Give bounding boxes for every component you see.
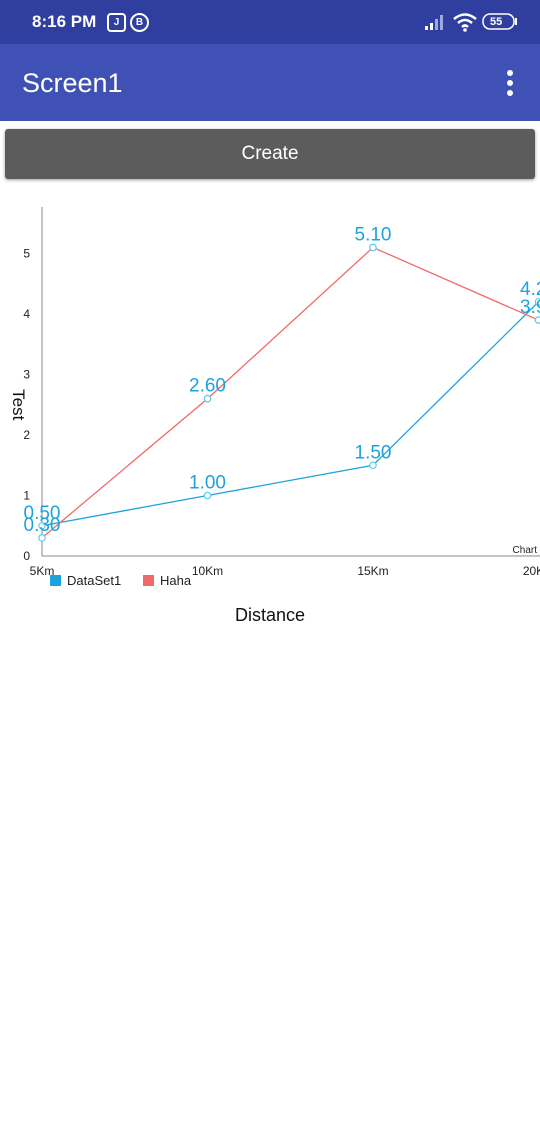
series-line-dataset1 xyxy=(41,301,539,527)
battery-icon xyxy=(482,13,517,30)
y-tick-label: 0 xyxy=(23,549,30,563)
chart-description: Chart xyxy=(513,545,538,556)
data-label: 4.20 xyxy=(520,279,540,300)
series-line-haha xyxy=(41,246,539,539)
wifi-icon xyxy=(453,13,477,32)
data-label: 3.90 xyxy=(520,297,540,318)
battery-level: 55 xyxy=(490,16,503,28)
status-bar: 8:16 PM J B 55 xyxy=(0,0,540,44)
data-point xyxy=(38,534,46,542)
data-label: 2.60 xyxy=(189,376,226,397)
data-point xyxy=(38,521,46,530)
signal-icon xyxy=(425,15,443,30)
status-time: 8:16 PM xyxy=(32,12,97,31)
legend-swatch xyxy=(143,575,154,586)
app-title: Screen1 xyxy=(22,68,123,98)
data-point xyxy=(534,316,540,324)
data-label: 5.10 xyxy=(355,224,392,245)
app-bar: Screen1 xyxy=(0,44,540,121)
line-chart: 0 1 2 3 4 5 5Km 10Km 15Km 20Km 0.50 1.00 1.50 4.20 0.3… xyxy=(9,207,540,625)
overflow-menu-icon[interactable] xyxy=(500,70,520,100)
y-tick-label: 3 xyxy=(23,368,30,382)
data-label: 1.50 xyxy=(355,442,392,463)
y-axis-title: Test xyxy=(9,389,28,420)
legend-label: DataSet1 xyxy=(67,573,121,588)
data-label: 1.00 xyxy=(189,473,226,494)
data-point xyxy=(203,491,212,500)
x-tick-label: 10Km xyxy=(192,564,223,578)
data-point xyxy=(203,394,212,403)
create-button[interactable]: Create xyxy=(5,129,535,179)
data-label: 0.30 xyxy=(24,515,61,536)
data-point xyxy=(369,461,377,470)
data-label: 0.50 xyxy=(24,503,61,524)
y-tick-label: 1 xyxy=(23,489,30,503)
legend-label: Haha xyxy=(160,573,192,588)
x-tick-label: 20Km xyxy=(523,564,540,578)
notification-app-icon: J xyxy=(107,13,126,32)
x-tick-label: 15Km xyxy=(357,564,388,578)
y-tick-label: 5 xyxy=(23,247,30,261)
data-point xyxy=(369,243,377,252)
y-tick-label: 4 xyxy=(23,307,30,321)
x-axis-title: Distance xyxy=(235,605,305,625)
y-tick-label: 2 xyxy=(23,428,30,442)
notification-b-icon: B xyxy=(130,13,149,32)
legend-swatch xyxy=(50,575,61,586)
data-point xyxy=(534,298,540,306)
x-tick-label: 5Km xyxy=(30,564,55,578)
